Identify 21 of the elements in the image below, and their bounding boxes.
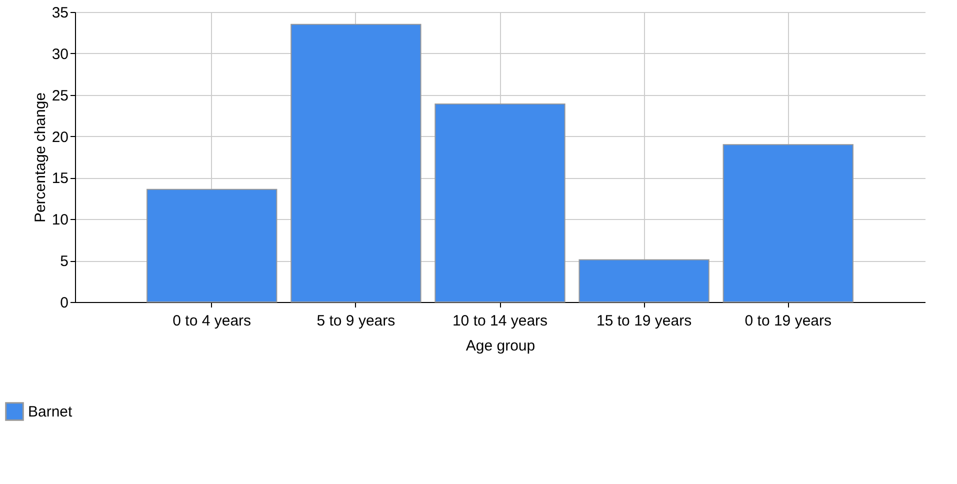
y-tick-label: 0 — [60, 294, 68, 312]
y-tick-label: 10 — [52, 212, 68, 229]
y-tick-label: 30 — [52, 46, 68, 63]
y-tick-label: 20 — [52, 128, 68, 146]
bar — [434, 103, 566, 302]
x-tick-label: 5 to 9 years — [316, 312, 396, 330]
bar — [290, 24, 422, 302]
y-axis-title: Percentage change — [32, 92, 49, 223]
bar — [578, 259, 710, 302]
bar — [146, 188, 278, 302]
y-tick-label: 5 — [60, 253, 68, 270]
y-tick-label: 35 — [52, 4, 68, 22]
x-tick-label: 10 to 14 years — [452, 312, 548, 330]
x-axis-title: Age group — [466, 338, 536, 354]
y-tick-label: 15 — [52, 170, 68, 188]
x-tick-label: 0 to 19 years — [744, 312, 832, 330]
x-tick-label: 15 to 19 years — [596, 312, 692, 330]
bar — [722, 144, 854, 302]
x-tick-label: 0 to 4 years — [172, 312, 252, 330]
y-tick-label: 25 — [52, 87, 68, 104]
legend-label: Barnet — [28, 404, 74, 420]
